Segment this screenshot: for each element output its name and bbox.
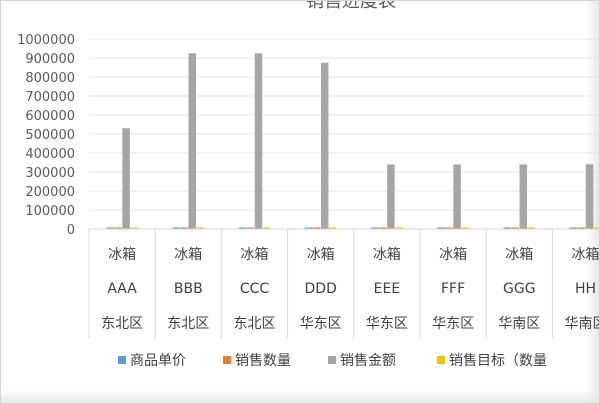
- category-label-line1: 冰箱: [108, 247, 136, 263]
- legend-swatch: [328, 356, 336, 364]
- bar: [312, 227, 321, 229]
- legend-swatch: [118, 356, 126, 364]
- y-tick-label: 100000: [25, 204, 75, 219]
- category-label-line3: 华东区: [366, 316, 408, 332]
- legend-label: 商品单价: [130, 353, 186, 369]
- category-label-line1: 冰箱: [505, 247, 533, 263]
- bar: [395, 227, 403, 229]
- y-tick-label: 0: [67, 223, 75, 238]
- bar: [445, 227, 453, 229]
- y-tick-label: 1000000: [17, 33, 75, 48]
- bar: [519, 164, 528, 229]
- chart-title: 销售进度表: [306, 1, 396, 12]
- bar: [593, 227, 599, 229]
- bar: [188, 53, 197, 229]
- bar: [114, 227, 122, 229]
- bar: [511, 227, 520, 229]
- y-tick-label: 500000: [25, 128, 75, 143]
- bar: [328, 227, 337, 229]
- category-label-line2: BBB: [174, 281, 203, 297]
- bar: [437, 227, 445, 229]
- legend-swatch: [223, 356, 231, 364]
- bar: [130, 227, 138, 229]
- y-tick-label: 700000: [25, 90, 75, 105]
- bar: [320, 62, 329, 229]
- category-label-line2: GGG: [503, 281, 536, 297]
- category-label-line2: CCC: [240, 281, 270, 297]
- category-label-line2: EEE: [374, 281, 401, 297]
- category-label-line3: 华南区: [498, 316, 540, 332]
- category-label-line3: 华南区: [565, 316, 600, 332]
- bar: [262, 227, 271, 229]
- bar: [238, 227, 247, 229]
- bar: [246, 227, 255, 229]
- bar: [387, 164, 395, 229]
- y-tick-label: 300000: [25, 166, 75, 181]
- bar: [304, 227, 313, 229]
- y-tick-label: 800000: [25, 71, 75, 86]
- bar: [527, 227, 536, 229]
- bar: [503, 227, 512, 229]
- category-label-line2: HH: [575, 281, 596, 297]
- bar: [577, 227, 586, 229]
- legend: 商品单价 销售数量 销售金额 销售目标（数量: [118, 353, 547, 369]
- bar: [371, 227, 379, 229]
- category-label-line3: 东北区: [101, 316, 143, 332]
- bar: [379, 227, 387, 229]
- category-label-line2: DDD: [305, 281, 337, 297]
- bar: [180, 227, 189, 229]
- bar: [254, 53, 263, 229]
- y-tick-label: 900000: [25, 52, 75, 67]
- bar: [569, 227, 578, 229]
- y-tick-label: 400000: [25, 147, 75, 162]
- category-label-line3: 东北区: [234, 316, 276, 332]
- category-label-line3: 华东区: [300, 316, 342, 332]
- y-tick-label: 200000: [25, 185, 75, 200]
- category-label-line1: 冰箱: [439, 247, 467, 263]
- bar: [196, 227, 205, 229]
- category-label-line1: 冰箱: [241, 247, 269, 263]
- y-axis: 1000000900000800000700000600000500000400…: [17, 33, 75, 238]
- category-label-line2: AAA: [107, 281, 137, 297]
- bar: [585, 164, 594, 229]
- category-axis: 冰箱 AAA 东北区 冰箱 BBB 东北区 冰箱 CCC 东北区 冰箱 DDD 华东区 冰箱 EEE 华东区…: [88, 228, 600, 339]
- bar: [453, 164, 461, 229]
- bar: [461, 227, 469, 229]
- category-label-line1: 冰箱: [572, 247, 600, 263]
- bar: [172, 227, 181, 229]
- y-tick-label: 600000: [25, 109, 75, 124]
- bar: [106, 227, 114, 229]
- bar: [122, 128, 130, 229]
- legend-label: 销售目标（数量: [449, 353, 547, 369]
- category-label-line1: 冰箱: [373, 247, 401, 263]
- category-label-line1: 冰箱: [307, 247, 335, 263]
- legend-swatch: [437, 356, 445, 364]
- legend-label: 销售金额: [340, 353, 396, 369]
- category-label-line2: FFF: [441, 281, 465, 297]
- legend-label: 销售数量: [235, 353, 291, 369]
- bars: [106, 53, 599, 229]
- category-label-line3: 东北区: [167, 316, 209, 332]
- category-label-line3: 华东区: [432, 316, 474, 332]
- category-label-line1: 冰箱: [174, 247, 202, 263]
